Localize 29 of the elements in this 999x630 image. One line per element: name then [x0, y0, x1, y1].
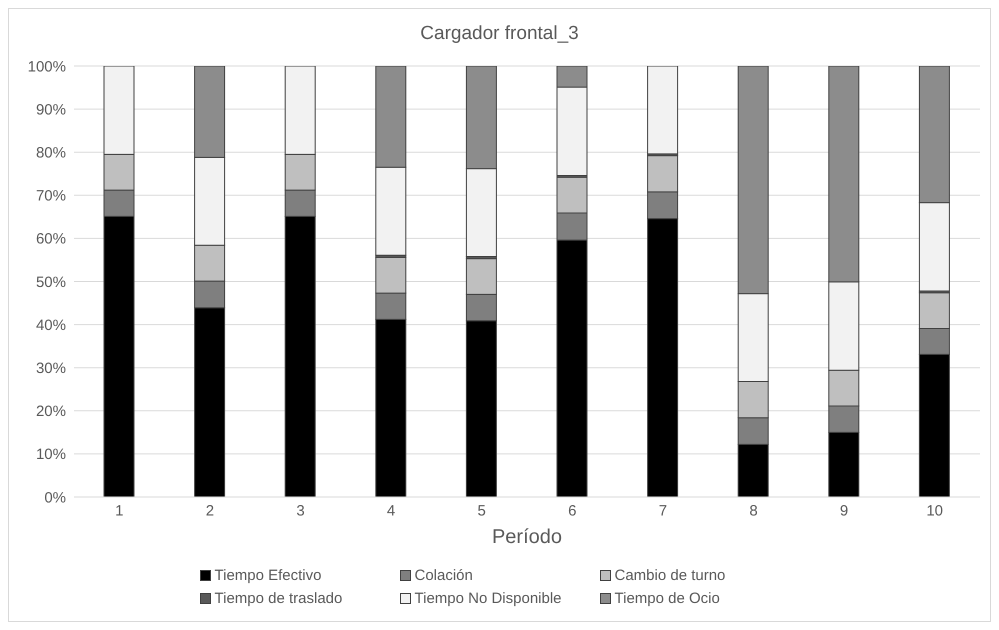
y-tick-label: 70%: [36, 188, 66, 205]
legend-label: Tiempo de Ocio: [614, 590, 720, 607]
y-tick-label: 20%: [36, 403, 66, 420]
legend-label: Tiempo No Disponible: [414, 590, 562, 607]
legend-label: Tiempo de traslado: [214, 590, 342, 607]
x-tick-label: 6: [568, 502, 576, 520]
x-tick-label: 10: [926, 502, 944, 520]
legend-label: Tiempo Efectivo: [214, 567, 322, 584]
y-tick-label: 30%: [36, 360, 66, 378]
x-tick-label: 5: [478, 502, 486, 520]
y-tick-label: 50%: [36, 274, 66, 291]
y-tick-label: 80%: [36, 144, 66, 162]
y-tick-label: 100%: [28, 58, 66, 76]
y-tick-label: 60%: [36, 230, 66, 248]
legend-label: Cambio de turno: [614, 567, 726, 584]
legend-label: Colación: [414, 567, 473, 584]
x-tick-label: 4: [386, 502, 396, 520]
y-tick-label: 40%: [36, 316, 66, 334]
x-tick-label: 7: [658, 502, 668, 520]
x-tick-label: 9: [840, 502, 848, 520]
y-tick-label: 0%: [44, 489, 66, 506]
x-tick-label: 3: [296, 502, 305, 520]
chart-title: Cargador frontal_3: [419, 23, 580, 45]
x-tick-label: 2: [206, 502, 214, 520]
y-tick-label: 10%: [36, 446, 66, 464]
x-axis-title: Período: [492, 526, 562, 548]
x-tick-label: 1: [115, 502, 124, 520]
y-tick-label: 90%: [36, 101, 66, 118]
x-tick-label: 8: [749, 502, 758, 520]
